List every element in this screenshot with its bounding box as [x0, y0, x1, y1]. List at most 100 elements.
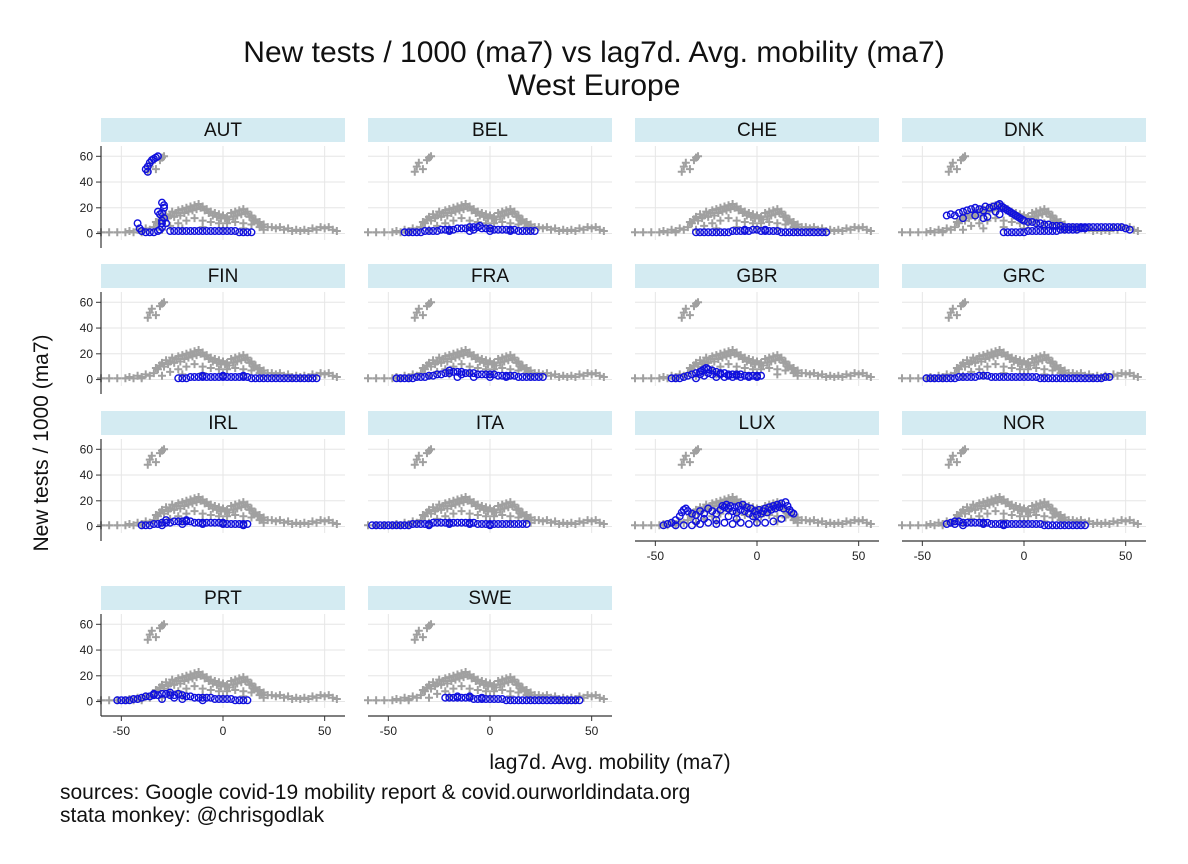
country-point: [748, 512, 757, 521]
country-point: [160, 203, 169, 212]
background-point: [1015, 365, 1024, 374]
country-point: [987, 519, 996, 528]
country-point: [542, 696, 551, 705]
y-axis-label: New tests / 1000 (ma7): [30, 334, 53, 552]
country-point: [465, 519, 474, 528]
background-point: [1085, 517, 1094, 526]
country-point: [1007, 228, 1016, 237]
country-point: [1040, 226, 1049, 235]
x-tick-label: -50: [647, 549, 665, 563]
background-point: [514, 688, 523, 697]
background-point: [408, 692, 417, 701]
y-tick-label: 40: [80, 321, 94, 335]
background-point: [683, 223, 692, 232]
background-point: [1024, 365, 1033, 374]
y-tick-label: 0: [86, 695, 93, 709]
background-point: [809, 516, 818, 525]
y-tick-label: 0: [86, 227, 93, 241]
country-point: [469, 225, 478, 234]
country-point: [396, 521, 405, 530]
background-point: [514, 504, 523, 513]
background-point: [685, 458, 694, 467]
background-point: [1038, 503, 1047, 512]
country-point: [675, 512, 684, 521]
background-point: [500, 211, 509, 220]
country-point: [518, 519, 527, 528]
background-point: [587, 224, 596, 233]
background-point: [229, 358, 238, 367]
background-point: [631, 374, 639, 383]
country-point: [214, 372, 223, 381]
country-point: [425, 521, 434, 530]
background-point: [767, 357, 776, 366]
background-point: [571, 226, 580, 235]
country-point: [137, 521, 146, 530]
background-point: [312, 518, 321, 527]
country-point: [486, 370, 495, 379]
background-point: [372, 696, 381, 705]
background-point: [830, 372, 839, 381]
background-point: [332, 519, 341, 528]
country-point: [671, 374, 680, 383]
country-point: [231, 372, 240, 381]
background-point: [280, 225, 288, 234]
background-point: [826, 518, 835, 527]
background-point: [567, 371, 576, 380]
country-series: [441, 692, 584, 705]
country-point: [1076, 521, 1085, 530]
country-point: [145, 228, 154, 237]
country-point: [288, 374, 297, 383]
country-point: [404, 374, 413, 383]
background-series: [898, 298, 1142, 383]
background-point: [280, 518, 288, 527]
background-point: [950, 223, 959, 232]
background-point: [789, 369, 798, 378]
background-point: [710, 211, 719, 220]
background-point: [948, 304, 957, 313]
background-point: [708, 352, 717, 361]
country-point: [445, 226, 454, 235]
country-point: [991, 207, 1000, 216]
country-point: [1105, 223, 1114, 232]
country-point: [227, 519, 236, 528]
background-point: [498, 685, 507, 694]
background-point: [223, 687, 232, 696]
background-point: [989, 499, 998, 508]
background-point: [296, 226, 305, 235]
country-point: [416, 519, 425, 528]
country-point: [162, 219, 171, 228]
country-point: [198, 519, 207, 528]
background-point: [388, 374, 397, 383]
country-point: [740, 225, 749, 234]
country-point: [182, 516, 191, 525]
x-tick-label: 50: [585, 724, 599, 738]
country-point: [214, 226, 223, 235]
panel-header: [902, 118, 1146, 142]
country-point: [555, 696, 564, 705]
country-point: [445, 366, 454, 375]
country-point: [194, 518, 203, 527]
background-point: [451, 353, 460, 362]
country-point: [679, 372, 688, 381]
background-point: [284, 692, 293, 701]
country-point: [190, 372, 199, 381]
background-point: [447, 501, 456, 510]
background-point: [961, 298, 970, 307]
background-point: [726, 351, 735, 360]
country-point: [687, 521, 696, 530]
background-point: [1056, 516, 1065, 525]
country-point: [809, 228, 818, 237]
country-point: [526, 226, 535, 235]
background-point: [898, 521, 906, 530]
background-point: [1038, 210, 1047, 219]
y-tick-label: 60: [80, 442, 94, 456]
country-point: [263, 374, 272, 383]
author-note: stata monkey: @chrisgodlak: [60, 804, 325, 827]
background-point: [1056, 369, 1065, 378]
background-point: [595, 693, 604, 702]
country-point: [494, 694, 503, 703]
country-point: [404, 521, 413, 530]
country-point: [712, 519, 721, 528]
background-point: [182, 684, 191, 693]
country-point: [235, 696, 244, 705]
